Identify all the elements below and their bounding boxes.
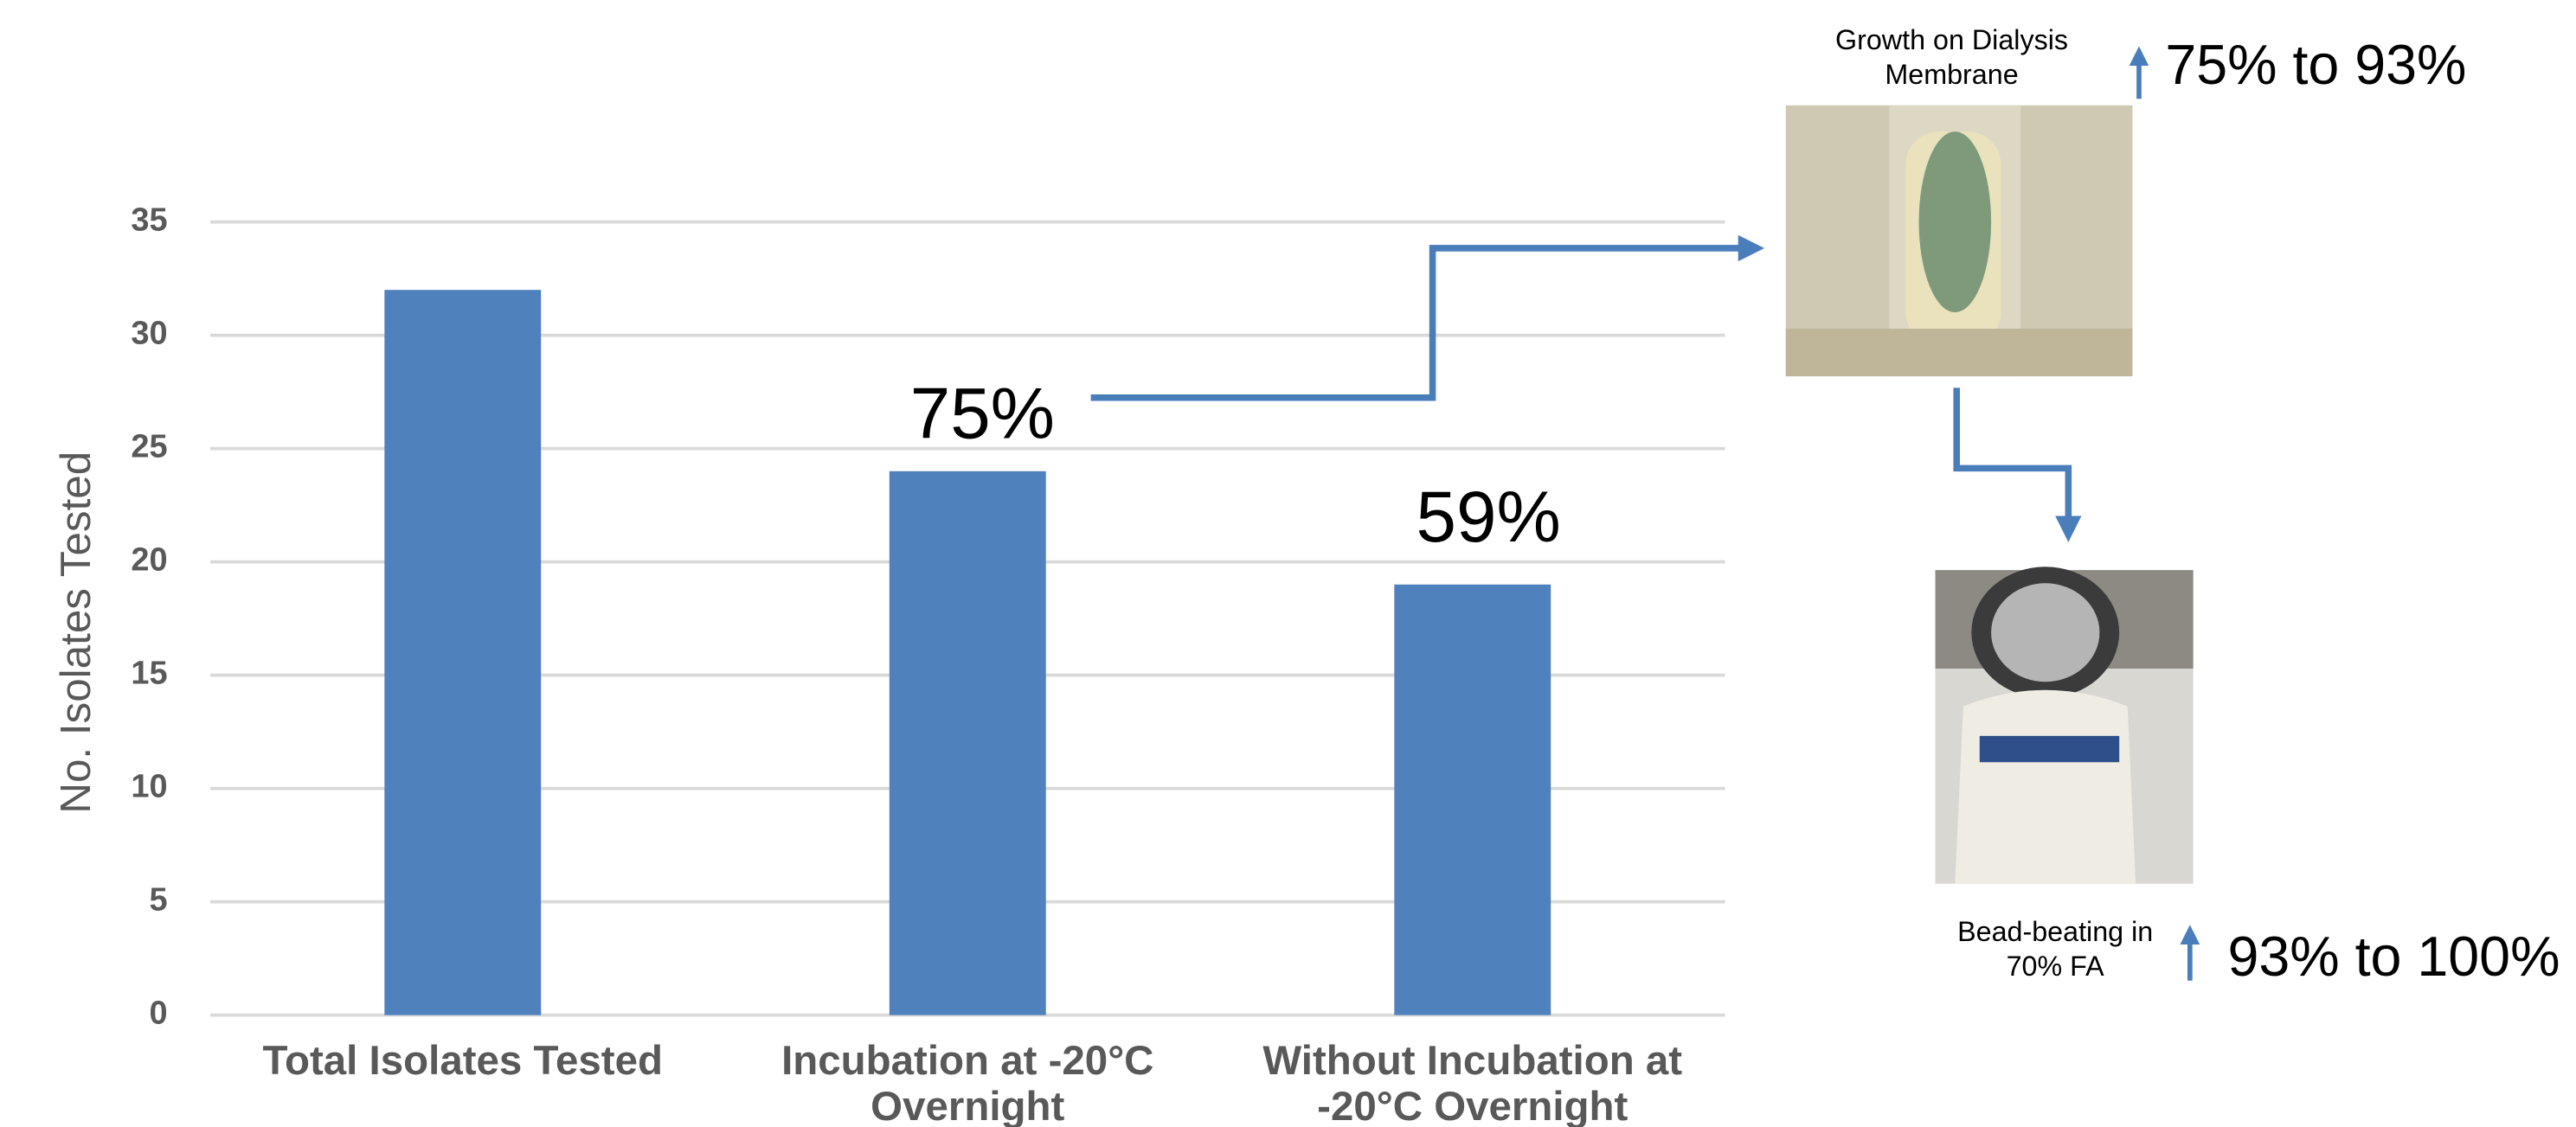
bar bbox=[384, 290, 541, 1015]
y-tick-label: 10 bbox=[131, 769, 167, 805]
x-tick-label-wrap: Without Incubation at -20°C Overnight bbox=[1226, 1038, 1719, 1127]
y-tick-label: 5 bbox=[150, 882, 168, 919]
y-tick-label: 35 bbox=[131, 202, 167, 239]
x-tick-label-wrap: Incubation at -20°C Overnight bbox=[721, 1038, 1214, 1127]
step-label-wrap: Growth on Dialysis Membrane bbox=[1788, 23, 2117, 106]
photo-dialysis bbox=[1786, 106, 2133, 376]
y-axis-label: No. Isolates Tested bbox=[52, 451, 100, 814]
annotation: 59% bbox=[1416, 476, 1561, 557]
bar bbox=[890, 471, 1046, 1015]
flow-arrow bbox=[1091, 248, 1751, 398]
photo-centrifuge bbox=[1936, 567, 2194, 883]
y-tick-label: 30 bbox=[131, 316, 167, 352]
step-label-wrap: Bead-beating in 70% FA bbox=[1924, 915, 2187, 997]
step-change: 93% to 100% bbox=[2227, 925, 2560, 988]
chart: No. Isolates Tested 75% 59% Growth on Di… bbox=[0, 0, 2576, 1127]
x-tick-label: Incubation at -20°C Overnight bbox=[721, 1038, 1214, 1127]
step-label: Bead-beating in 70% FA bbox=[1949, 915, 2162, 984]
y-tick-label: 15 bbox=[131, 656, 167, 692]
y-tick-label: 20 bbox=[131, 542, 167, 579]
y-tick-label: 25 bbox=[131, 429, 167, 465]
annotation: 75% bbox=[910, 372, 1055, 453]
x-tick-label: Total Isolates Tested bbox=[216, 1038, 710, 1084]
bar bbox=[1394, 585, 1551, 1015]
flow-arrow bbox=[1956, 387, 2068, 528]
x-tick-label: Without Incubation at -20°C Overnight bbox=[1226, 1038, 1719, 1127]
step-label: Growth on Dialysis Membrane bbox=[1788, 23, 2117, 93]
x-tick-label-wrap: Total Isolates Tested bbox=[216, 1038, 710, 1127]
step-change: 75% to 93% bbox=[2165, 34, 2466, 96]
y-tick-label: 0 bbox=[150, 996, 168, 1032]
